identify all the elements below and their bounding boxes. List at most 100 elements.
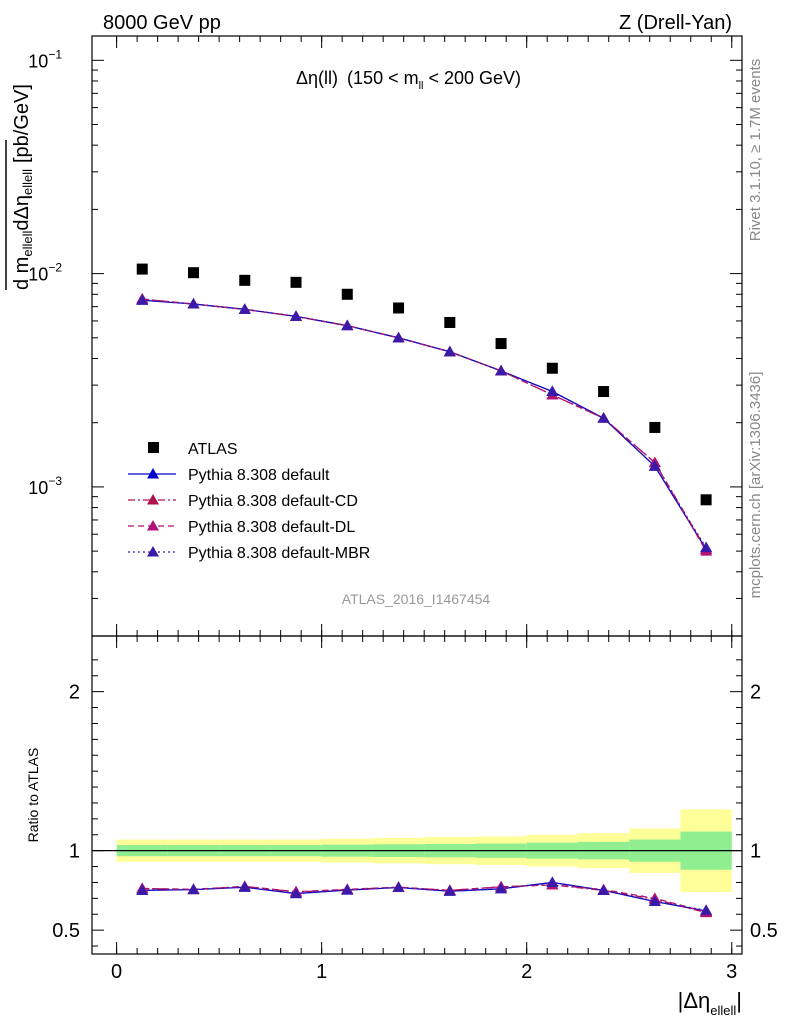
series-4 [136, 294, 713, 552]
legend-label: Pythia 8.308 default [188, 467, 330, 484]
x-axis-label: |Δηellell| [678, 988, 742, 1018]
y-label-d: d m [11, 257, 33, 290]
data-point-atlas [290, 276, 302, 288]
tick-base: 10 [28, 51, 48, 71]
mc-point [597, 412, 610, 423]
x-tick-label: 1 [316, 961, 327, 983]
mc-point [495, 364, 508, 376]
ratio-series-1 [136, 878, 713, 918]
ratio-y-tick-label: 1 [69, 841, 80, 863]
series-0 [136, 263, 712, 506]
ratio-y-tick-label: 0.5 [52, 920, 80, 942]
ratio-point [597, 884, 610, 895]
x-label-sub: ellell [710, 1003, 736, 1018]
rivet-label: Rivet 3.1.10, ≥ 1.7M events [747, 59, 764, 242]
ratio-point [648, 895, 661, 907]
main-y-tick-label: 10−1 [28, 47, 62, 71]
main-title-variable: Δη(ll) [296, 68, 338, 88]
x-tick-label: 3 [726, 961, 737, 983]
legend-marker [147, 494, 159, 505]
header-right: Z (Drell-Yan) [619, 12, 732, 34]
mc-point [392, 331, 405, 343]
mc-point [187, 298, 200, 309]
x-tick-label: 2 [521, 961, 532, 983]
mc-point [546, 385, 559, 397]
mc-point [136, 294, 149, 305]
y-label-d2: d [0, 219, 3, 230]
mc-point [238, 303, 251, 314]
x-label-close: | [736, 988, 742, 1013]
series-2 [136, 293, 713, 554]
main-title: Δη(ll) (150 < mll < 200 GeV) [296, 68, 521, 92]
ratio-point [290, 887, 303, 899]
ratio-y-tick-label-right: 1 [750, 841, 761, 863]
ratio-point [443, 885, 456, 896]
mc-curve [142, 299, 707, 550]
data-point-atlas [393, 302, 405, 314]
ratio-point [187, 883, 200, 895]
main-panel: 10−110−210−3 Δη(ll) (150 < mll < 200 GeV… [0, 35, 743, 637]
ratio-panel: 0.5 0.5 1 1 2 2 0 1 2 3 Ratio to ATLAS |Δηellell| [25, 635, 778, 1018]
ratio-point [238, 881, 251, 892]
legend-marker [147, 468, 159, 479]
mc-curve [142, 298, 707, 550]
data-point-atlas [495, 338, 507, 350]
tick-exponent: −3 [48, 474, 62, 488]
main-y-tick-label: 10−3 [28, 474, 62, 498]
data-point-atlas [444, 316, 456, 328]
x-tick-label: 0 [111, 961, 122, 983]
tick-exponent: −1 [48, 47, 62, 61]
y-label-denominator: d mellelldΔηellell[pb/GeV] [11, 84, 35, 290]
tick-base: 10 [28, 265, 48, 285]
legend-marker-atlas [148, 442, 159, 453]
legend-marker [147, 520, 159, 531]
main-y-label: d mellelldΔηellell[pb/GeV] d2σ [0, 84, 35, 290]
header-left: 8000 GeV pp [103, 12, 221, 34]
analysis-label: ATLAS_2016_I1467454 [342, 591, 491, 607]
legend: ATLAS Pythia 8.308 default Pythia 8.308 de… [128, 441, 370, 562]
y-label-sigma: σ [0, 199, 3, 212]
y-label-units: [pb/GeV] [11, 84, 33, 163]
ratio-y-label: Ratio to ATLAS [25, 748, 41, 843]
data-point-atlas [239, 274, 251, 286]
tick-base: 10 [28, 478, 48, 498]
y-label-sub2: ellell [20, 169, 35, 195]
mc-point [443, 345, 456, 357]
ratio-y-tick-label-right: 0.5 [750, 920, 778, 942]
data-point-atlas [598, 386, 610, 398]
ratio-y-tick-label: 2 [69, 682, 80, 704]
ratio-curve [142, 881, 707, 912]
x-label-main: |Δη [678, 988, 711, 1013]
mc-point [700, 541, 713, 552]
tick-exponent: −2 [48, 261, 62, 275]
mcplots-label: mcplots.cern.ch [arXiv:1306.3436] [747, 372, 764, 599]
ratio-point [136, 884, 149, 895]
ratio-series-0 [136, 876, 713, 916]
y-label-mid: dΔη [11, 195, 33, 231]
ratio-point [700, 904, 713, 915]
ratio-curve [142, 881, 707, 911]
mc-point [290, 310, 303, 321]
data-point-atlas [700, 494, 712, 506]
series-1 [136, 294, 713, 554]
main-title-range-hi: < 200 GeV) [423, 68, 521, 88]
ratio-y-tick-label-right: 2 [750, 682, 761, 704]
mc-point [648, 460, 661, 471]
legend-label: ATLAS [188, 441, 238, 458]
series-3 [136, 293, 713, 556]
main-title-range-lo: (150 < m [347, 68, 419, 88]
ratio-frame [91, 635, 743, 955]
ratio-series-3 [136, 876, 713, 915]
data-point-atlas [136, 263, 148, 275]
ratio-series-2 [136, 878, 713, 917]
legend-label: Pythia 8.308 default-CD [188, 493, 358, 510]
ratio-point [341, 884, 354, 895]
data-point-atlas [546, 362, 558, 374]
legend-label: Pythia 8.308 default-MBR [188, 545, 370, 562]
main-title-range-sub: ll [419, 80, 424, 92]
mc-curve [142, 298, 707, 552]
mc-point [341, 319, 354, 331]
ratio-curve [142, 884, 707, 913]
data-point-atlas [341, 288, 353, 300]
